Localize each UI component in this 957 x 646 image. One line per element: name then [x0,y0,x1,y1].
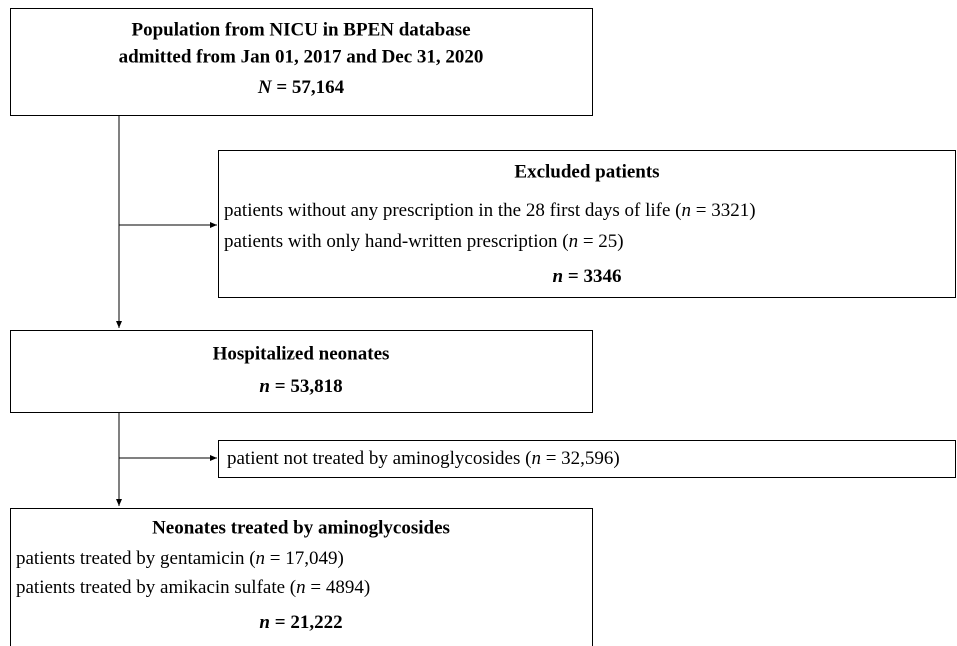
symbol: n [531,448,541,469]
item: patients treated by amikacin sulfate (n … [16,577,370,598]
box-count: n = 53,818 [259,376,342,397]
item-value: = 32,596) [541,448,620,469]
item-value: = 4894) [306,577,371,598]
item-value: = 25) [578,231,624,252]
symbol: n [553,266,564,287]
population-box [10,8,593,116]
count: = 21,222 [270,612,343,633]
treated-box [10,508,593,646]
item-text: patients treated by amikacin sulfate ( [16,577,296,598]
item-value: = 3321) [691,200,756,221]
symbol: n [569,231,579,252]
symbol: N [257,77,273,98]
item-text: patients treated by gentamicin ( [16,548,256,569]
item: patient not treated by aminoglycosides (… [227,448,620,469]
count: = 3346 [563,266,621,287]
box-count: n = 3346 [553,266,622,287]
excluded-box [218,150,956,298]
item: patients treated by gentamicin (n = 17,0… [16,548,344,569]
count: = 57,164 [272,77,345,98]
not-treated-box [218,440,956,478]
item-value: = 17,049) [265,548,344,569]
item-text: patients with only hand-written prescrip… [224,231,569,252]
box-count: N = 57,164 [257,77,345,98]
box-title: Excluded patients [514,161,659,182]
item: patients without any prescription in the… [224,200,756,221]
item-text: patients without any prescription in the… [224,200,681,221]
symbol: n [256,548,266,569]
box-title: Population from NICU in BPEN database [131,19,470,40]
box-title: Neonates treated by aminoglycosides [152,517,450,538]
symbol: n [259,376,270,397]
hospitalized-box [10,330,593,413]
symbol: n [681,200,691,221]
symbol: n [259,612,270,633]
box-count: n = 21,222 [259,612,342,633]
symbol: n [296,577,306,598]
item-text: patient not treated by aminoglycosides ( [227,448,531,469]
item: patients with only hand-written prescrip… [224,231,624,252]
count: = 53,818 [270,376,343,397]
box-title: admitted from Jan 01, 2017 and Dec 31, 2… [119,46,484,67]
box-title: Hospitalized neonates [213,343,390,364]
